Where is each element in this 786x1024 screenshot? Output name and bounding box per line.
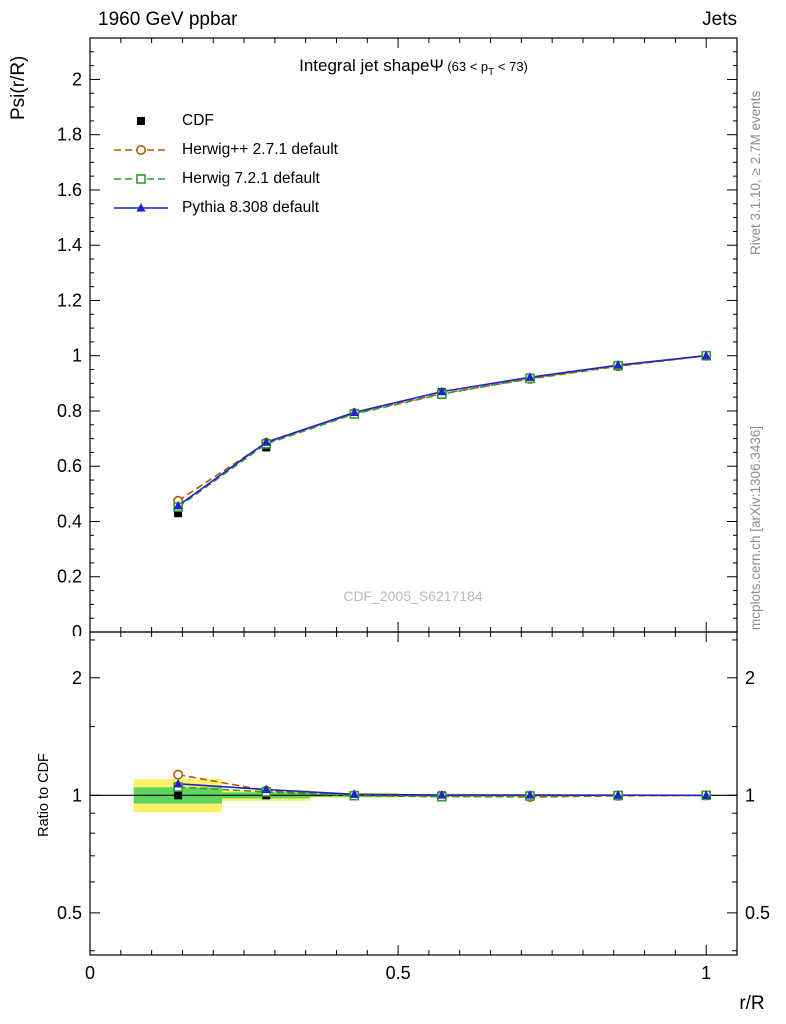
svg-text:1: 1 (701, 963, 711, 983)
legend-item-cdf: CDF (112, 106, 338, 135)
cdf-marker-sample-icon (112, 113, 170, 129)
series-line (177, 354, 707, 507)
plot-title-pt-subscript: T (488, 67, 495, 78)
plot-title: Integral jet shapeΨ (63 < pT < 73) (90, 56, 737, 78)
herwig7-marker-sample-icon (112, 171, 170, 187)
plot-title-range-close: < 73) (494, 59, 528, 74)
header-analysis-label: Jets (702, 9, 737, 30)
legend-label-pythia: Pythia 8.308 default (182, 198, 320, 216)
svg-text:2: 2 (72, 668, 82, 688)
top-y-tick-labels: 0 0.2 0.4 0.6 0.8 1 1.2 1.4 1.6 1.8 2 (57, 69, 82, 642)
legend: CDF Herwig++ 2.7.1 default Herwig 7.2.1 … (112, 106, 338, 222)
legend-item-herwigpp: Herwig++ 2.7.1 default (112, 135, 338, 164)
x-axis-title: r/R (739, 993, 764, 1014)
herwigpp-marker-sample-icon (112, 142, 170, 158)
svg-text:2: 2 (72, 69, 82, 89)
mcplots-arxiv-label: mcplots.cern.ch [arXiv:1306.3436] (748, 426, 763, 630)
svg-text:0.5: 0.5 (57, 903, 82, 923)
svg-text:2: 2 (745, 668, 755, 688)
ratio-panel-frame (89, 631, 738, 956)
svg-text:0.5: 0.5 (745, 903, 770, 923)
svg-text:1: 1 (745, 785, 755, 805)
svg-text:0.8: 0.8 (57, 401, 82, 421)
svg-text:0.6: 0.6 (57, 456, 82, 476)
series-line (177, 354, 707, 508)
ratio-y-tick-labels: 0.5 0.5 1 1 2 2 (57, 668, 770, 923)
axis-ticks (89, 37, 738, 955)
svg-text:0.2: 0.2 (57, 567, 82, 587)
ratio-y-axis-title: Ratio to CDF (36, 753, 52, 837)
svg-text:0.5: 0.5 (386, 963, 411, 983)
plot-root: 00.20.40.60.811.21.41.61.820.5 0.51 12 20 0.… (57, 37, 770, 983)
rivet-version-label: Rivet 3.1.10, ≥ 2.7M events (748, 91, 763, 255)
legend-item-pythia: Pythia 8.308 default (112, 193, 338, 222)
svg-text:1.8: 1.8 (57, 125, 82, 145)
svg-text:1: 1 (72, 785, 82, 805)
svg-text:0.4: 0.4 (57, 511, 82, 531)
plot-title-psi: Ψ (429, 56, 444, 75)
x-tick-labels: 0 0.5 1 (85, 963, 711, 983)
pythia-marker-sample-icon (112, 200, 170, 216)
top-y-axis-title: Psi(r/R) (8, 56, 29, 120)
svg-text:0: 0 (85, 963, 95, 983)
legend-label-herwigpp: Herwig++ 2.7.1 default (182, 140, 338, 158)
legend-label-cdf: CDF (182, 111, 214, 129)
plot-title-range-open: (63 < p (443, 59, 489, 74)
svg-text:1.6: 1.6 (57, 180, 82, 200)
legend-label-herwig7: Herwig 7.2.1 default (182, 169, 320, 187)
svg-text:1: 1 (72, 346, 82, 366)
plot-title-main: Integral jet shape (299, 56, 430, 75)
svg-text:1.4: 1.4 (57, 235, 82, 255)
svg-text:0: 0 (72, 622, 82, 642)
legend-item-herwig7: Herwig 7.2.1 default (112, 164, 338, 193)
svg-text:1.2: 1.2 (57, 290, 82, 310)
analysis-id-watermark: CDF_2005_S6217184 (343, 588, 483, 604)
top-panel-series (173, 350, 712, 518)
series-line (177, 354, 707, 502)
header-beam-label: 1960 GeV ppbar (98, 9, 238, 30)
ratio-panel-series (173, 769, 712, 803)
